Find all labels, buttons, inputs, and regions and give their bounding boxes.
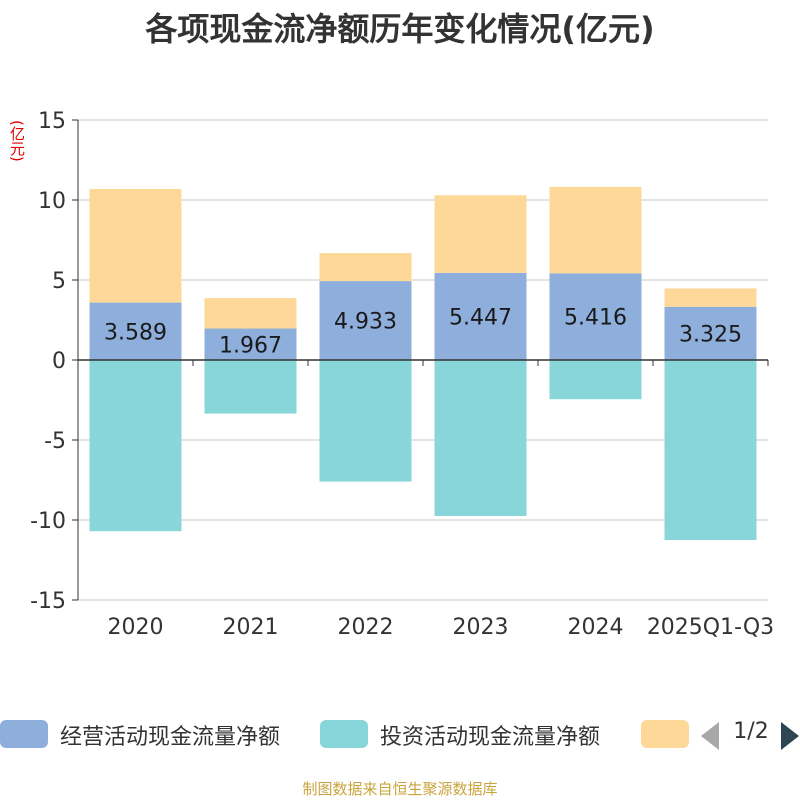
y-tick-label: -15 <box>30 589 66 614</box>
x-tick-label: 2024 <box>568 615 624 640</box>
y-tick-label: 15 <box>38 109 66 134</box>
bar-operating-2022 <box>319 281 412 360</box>
bar-operating-2021 <box>204 328 297 360</box>
legend-swatch-investing <box>320 720 368 748</box>
bar-third-2022 <box>319 253 412 282</box>
bar-investing-2023 <box>434 360 527 516</box>
x-tick-label: 2025Q1-Q3 <box>647 615 774 640</box>
x-tick-label: 2021 <box>223 615 279 640</box>
bar-operating-2024 <box>549 273 642 360</box>
bar-operating-2020 <box>89 302 182 360</box>
data-label: 5.416 <box>564 306 627 331</box>
bar-investing-2024 <box>549 360 642 400</box>
data-label: 4.933 <box>334 310 397 335</box>
legend-swatch-third-series <box>641 720 689 748</box>
bar-third-2023 <box>434 195 527 273</box>
bar-third-2024 <box>549 186 642 274</box>
bar-third-2020 <box>89 188 182 303</box>
y-tick-label: 5 <box>52 269 66 294</box>
bar-investing-2021 <box>204 360 297 414</box>
y-tick-label: 0 <box>52 349 66 374</box>
source-note: 制图数据来自恒生聚源数据库 <box>302 780 498 798</box>
data-label: 1.967 <box>219 333 282 358</box>
data-label: 3.589 <box>104 320 167 345</box>
bar-third-2025Q1-Q3 <box>664 288 757 307</box>
bar-operating-2025Q1-Q3 <box>664 306 757 360</box>
y-tick-label: -10 <box>30 509 66 534</box>
chart-title: 各项现金流净额历年变化情况(亿元) <box>145 10 655 48</box>
x-tick-label: 2023 <box>453 615 509 640</box>
legend-label-operating: 经营活动现金流量净额 <box>60 725 281 750</box>
legend-label-investing: 投资活动现金流量净额 <box>380 725 601 750</box>
y-axis-unit-label: (亿元) <box>8 120 26 162</box>
legend-prev-page-icon[interactable] <box>701 722 719 750</box>
x-tick-label: 2020 <box>108 615 164 640</box>
y-tick-label: 10 <box>38 189 66 214</box>
bar-operating-2023 <box>434 272 527 360</box>
bar-investing-2025Q1-Q3 <box>664 360 757 540</box>
legend-swatch-operating <box>0 720 48 748</box>
x-tick-label: 2022 <box>338 615 394 640</box>
legend: 经营活动现金流量净额 投资活动现金流量净额 <box>0 716 800 752</box>
y-tick-label: -5 <box>44 429 66 454</box>
chart-plot: 15 10 5 0 -5 -10 -15 3.589 1.967 4.933 5.447 5.416 3… <box>30 109 774 640</box>
bar-third-2021 <box>204 298 297 329</box>
data-label: 5.447 <box>449 305 512 330</box>
data-label: 3.325 <box>679 322 742 347</box>
legend-page-indicator: 1/2 <box>733 719 769 744</box>
bar-investing-2020 <box>89 360 182 532</box>
legend-next-page-icon[interactable] <box>781 722 799 750</box>
bar-investing-2022 <box>319 360 412 482</box>
